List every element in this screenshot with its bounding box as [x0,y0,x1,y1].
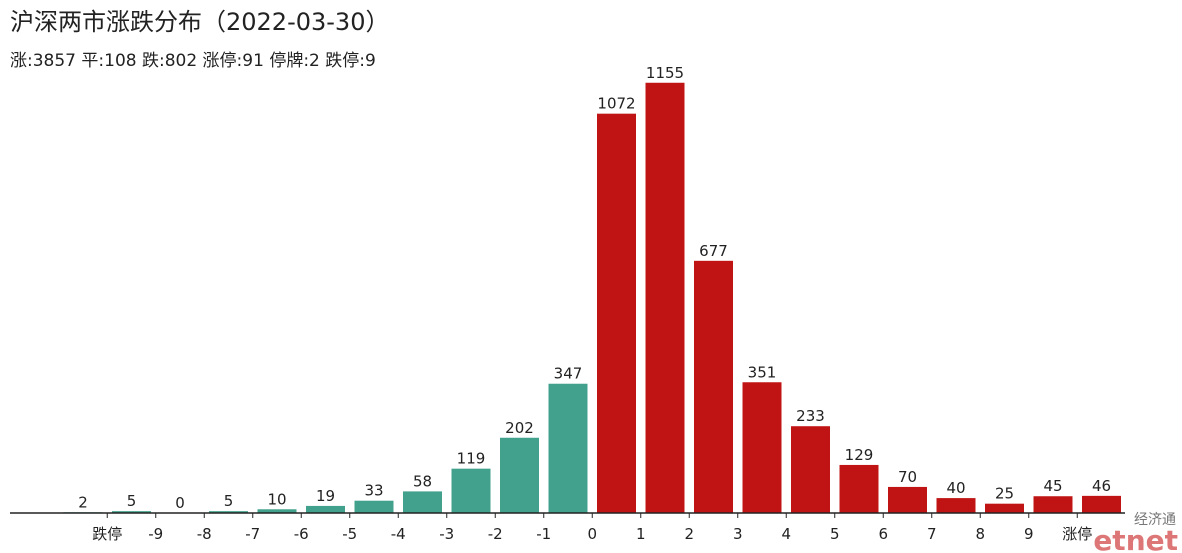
bar [791,426,830,513]
bar [839,464,879,513]
x-tick-label: 6 [878,525,888,543]
value-label: 351 [748,363,777,381]
value-label: 0 [175,494,185,512]
value-label: 1072 [597,95,635,113]
bar [257,509,297,513]
x-tick-label: 3 [733,525,743,543]
value-label: 202 [505,419,534,437]
x-tick-label: -8 [197,525,212,543]
bar [1033,496,1073,513]
value-label: 1155 [646,64,684,82]
x-tick-label: -7 [245,525,260,543]
value-label: 2 [78,493,88,511]
bar [306,505,345,513]
x-tick-label: -4 [391,525,406,543]
x-tick-label: 8 [975,525,985,543]
watermark-cn: 经济通 [1134,512,1176,528]
x-tick-label: 2 [684,525,694,543]
value-label: 45 [1043,477,1062,495]
x-tick-label: 5 [830,525,840,543]
x-tick-label: -5 [342,525,357,543]
watermark-en: etnet [1093,524,1178,553]
x-tick-label: -6 [294,525,309,543]
value-label: 19 [316,487,335,505]
value-label: 129 [845,446,874,464]
value-label: 10 [267,490,286,508]
bar [936,498,976,513]
bar [500,437,539,513]
value-label: 5 [127,492,137,510]
bar [354,500,394,513]
value-label: 5 [224,492,234,510]
x-tick-label: 0 [587,525,597,543]
bar [694,260,733,513]
x-tick-label: 7 [927,525,937,543]
value-label: 25 [995,485,1014,503]
chart-title: 沪深两市涨跌分布（2022-03-30） [10,8,389,36]
x-tick-label: -9 [148,525,163,543]
x-tick-label: 跌停 [92,525,122,543]
x-tick-label: 1 [636,525,646,543]
value-label: 58 [413,472,432,490]
bar [645,82,685,513]
x-tick-label: -1 [536,525,551,543]
value-label: 40 [946,479,965,497]
bar [112,511,151,513]
bar [597,113,636,514]
chart-subtitle: 涨:3857 平:108 跌:802 涨停:91 停牌:2 跌停:9 [10,51,376,71]
value-label: 70 [898,468,917,486]
x-tick-label: 4 [781,525,791,543]
x-tick-label: -3 [439,525,454,543]
bar [985,503,1024,513]
value-label: 46 [1092,477,1111,495]
bar [548,383,588,513]
bar [742,382,782,513]
bar [209,511,248,513]
value-label: 119 [457,450,486,468]
value-label: 233 [796,407,825,425]
bar [1082,495,1121,513]
value-label: 347 [554,365,583,383]
x-tick-label: 9 [1024,525,1034,543]
bar [888,486,927,513]
x-tick-label: -2 [488,525,503,543]
bar [451,468,491,513]
x-tick-label: 涨停 [1062,525,1092,543]
value-label: 677 [699,242,728,260]
value-label: 33 [364,482,383,500]
bar [403,491,442,513]
